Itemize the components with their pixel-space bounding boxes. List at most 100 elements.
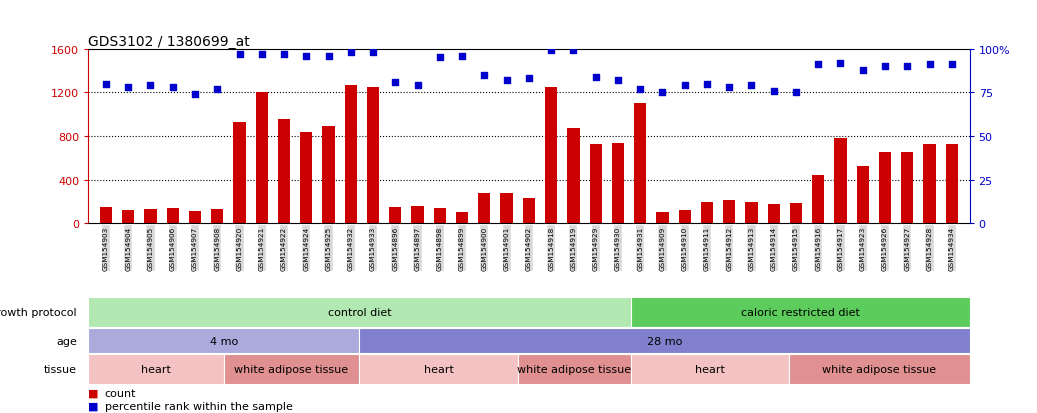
Bar [233, 123, 246, 224]
Bar [88, 297, 630, 327]
Bar [634, 104, 646, 224]
Point [454, 53, 471, 60]
Point [97, 81, 114, 88]
Point [610, 78, 626, 84]
Bar [88, 328, 360, 353]
Point [921, 62, 937, 69]
Bar [767, 204, 780, 224]
Point [587, 74, 604, 81]
Bar [144, 210, 157, 224]
Bar [835, 139, 846, 224]
Bar [360, 354, 517, 384]
Bar [323, 127, 335, 224]
Point [276, 52, 292, 58]
Point [788, 90, 805, 96]
Bar [923, 144, 935, 224]
Text: tissue: tissue [44, 364, 77, 374]
Text: heart: heart [141, 364, 171, 374]
Bar [612, 143, 624, 224]
Text: white adipose tissue: white adipose tissue [822, 364, 936, 374]
Text: heart: heart [423, 364, 453, 374]
Bar [389, 207, 401, 224]
Point [342, 50, 359, 56]
Point [365, 50, 382, 56]
Bar [88, 354, 224, 384]
Bar [879, 153, 891, 224]
Point [810, 62, 826, 69]
Bar [701, 202, 713, 224]
Text: percentile rank within the sample: percentile rank within the sample [105, 401, 292, 411]
Bar [678, 211, 691, 224]
Point [632, 86, 648, 93]
Bar [456, 213, 469, 224]
Text: white adipose tissue: white adipose tissue [234, 364, 348, 374]
Point [499, 78, 515, 84]
Bar [523, 199, 535, 224]
Bar [790, 203, 802, 224]
Bar [723, 201, 735, 224]
Point [744, 83, 760, 90]
Bar [360, 328, 970, 353]
Point [187, 92, 203, 98]
Text: age: age [56, 336, 77, 346]
Bar [545, 88, 557, 224]
Bar [857, 166, 869, 224]
Bar [167, 209, 178, 224]
Bar [344, 85, 357, 224]
Bar [901, 153, 914, 224]
Point [876, 64, 893, 70]
Point [899, 64, 916, 70]
Bar [501, 193, 512, 224]
Bar [567, 129, 580, 224]
Text: count: count [105, 388, 136, 398]
Point [253, 52, 270, 58]
Bar [789, 354, 970, 384]
Bar [100, 207, 112, 224]
Text: 28 mo: 28 mo [647, 336, 682, 346]
Text: ■: ■ [88, 401, 99, 411]
Bar [746, 203, 758, 224]
Text: ■: ■ [88, 388, 99, 398]
Point [854, 67, 871, 74]
Bar [812, 176, 824, 224]
Bar [478, 193, 491, 224]
Bar [946, 144, 958, 224]
Point [142, 83, 159, 90]
Text: 4 mo: 4 mo [209, 336, 237, 346]
Point [387, 79, 403, 86]
Bar [122, 211, 135, 224]
Point [476, 72, 493, 79]
Bar [589, 144, 601, 224]
Point [833, 60, 849, 67]
Point [721, 85, 737, 91]
Text: control diet: control diet [328, 307, 391, 317]
Point [208, 86, 225, 93]
Bar [630, 297, 970, 327]
Text: growth protocol: growth protocol [0, 307, 77, 317]
Bar [189, 212, 201, 224]
Text: white adipose tissue: white adipose tissue [517, 364, 632, 374]
Point [654, 90, 671, 96]
Bar [256, 93, 268, 224]
Point [542, 48, 559, 55]
Point [699, 81, 716, 88]
Point [120, 85, 137, 91]
Point [565, 48, 582, 55]
Point [431, 55, 448, 62]
Bar [300, 132, 312, 224]
Point [765, 88, 782, 95]
Point [521, 76, 537, 83]
Point [231, 52, 248, 58]
Bar [433, 209, 446, 224]
Bar [412, 207, 424, 224]
Bar [367, 88, 380, 224]
Bar [278, 119, 290, 224]
Point [410, 83, 426, 90]
Point [165, 85, 181, 91]
Point [944, 62, 960, 69]
Bar [630, 354, 789, 384]
Point [320, 53, 337, 60]
Bar [656, 213, 669, 224]
Point [298, 53, 314, 60]
Point [676, 83, 693, 90]
